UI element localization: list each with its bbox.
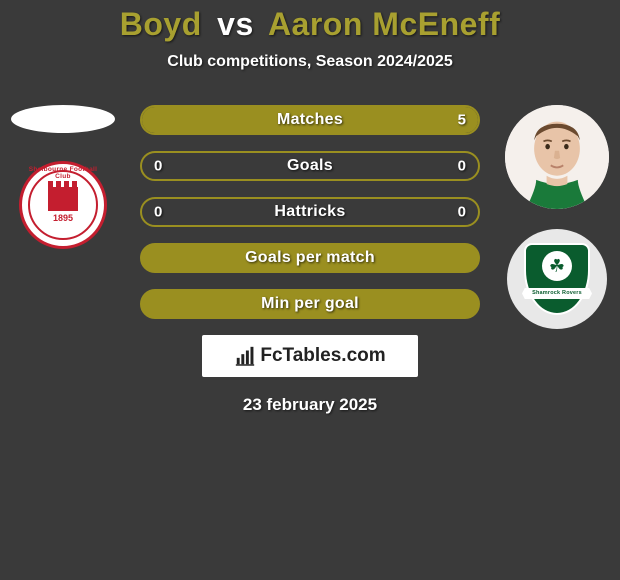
club1-year: 1895 bbox=[53, 213, 73, 223]
brand-text: FcTables.com bbox=[260, 345, 385, 367]
main-area: Shelbourne Football Club 1895 bbox=[0, 105, 620, 415]
stat-bar: Hattricks 0 0 bbox=[140, 197, 480, 227]
player1-club-badge: Shelbourne Football Club 1895 bbox=[19, 161, 107, 249]
ball-icon: ☘ bbox=[542, 251, 572, 281]
stat-value-left: 0 bbox=[154, 204, 162, 221]
page-title: Boyd vs Aaron McEneff bbox=[0, 6, 620, 43]
stat-value-right: 5 bbox=[458, 112, 466, 129]
stat-bar: Goals 0 0 bbox=[140, 151, 480, 181]
castle-icon bbox=[48, 187, 78, 211]
stat-label: Goals bbox=[287, 157, 333, 175]
date-label: 23 february 2025 bbox=[0, 395, 620, 415]
stat-value-left: 0 bbox=[154, 158, 162, 175]
player2-name: Aaron McEneff bbox=[268, 6, 500, 42]
stat-bar: Goals per match bbox=[140, 243, 480, 273]
stat-bar: Min per goal bbox=[140, 289, 480, 319]
stat-value-right: 0 bbox=[458, 158, 466, 175]
stat-label: Goals per match bbox=[245, 249, 375, 267]
player2-club-badge: ☘ Shamrock Rovers bbox=[507, 229, 607, 329]
bar-chart-icon bbox=[234, 345, 256, 367]
brand-box: FcTables.com bbox=[202, 335, 418, 377]
player1-name: Boyd bbox=[120, 6, 202, 42]
player2-avatar bbox=[505, 105, 609, 209]
stat-label: Hattricks bbox=[274, 203, 345, 221]
shamrock-icon: ☘ bbox=[549, 257, 565, 275]
stat-value-right: 0 bbox=[458, 204, 466, 221]
player1-avatar bbox=[11, 105, 115, 133]
comparison-card: Boyd vs Aaron McEneff Club competitions,… bbox=[0, 0, 620, 415]
stat-bar: Matches 5 bbox=[140, 105, 480, 135]
stat-bars: Matches 5 Goals 0 0 Hattricks 0 0 Goals per matc… bbox=[140, 105, 480, 319]
face-icon bbox=[505, 105, 609, 209]
left-column: Shelbourne Football Club 1895 bbox=[8, 105, 118, 249]
club2-name-banner: Shamrock Rovers bbox=[522, 288, 592, 299]
subtitle: Club competitions, Season 2024/2025 bbox=[0, 53, 620, 71]
vs-label: vs bbox=[217, 6, 254, 42]
stat-label: Min per goal bbox=[261, 295, 359, 313]
stat-label: Matches bbox=[277, 111, 343, 129]
right-column: ☘ Shamrock Rovers bbox=[502, 105, 612, 329]
